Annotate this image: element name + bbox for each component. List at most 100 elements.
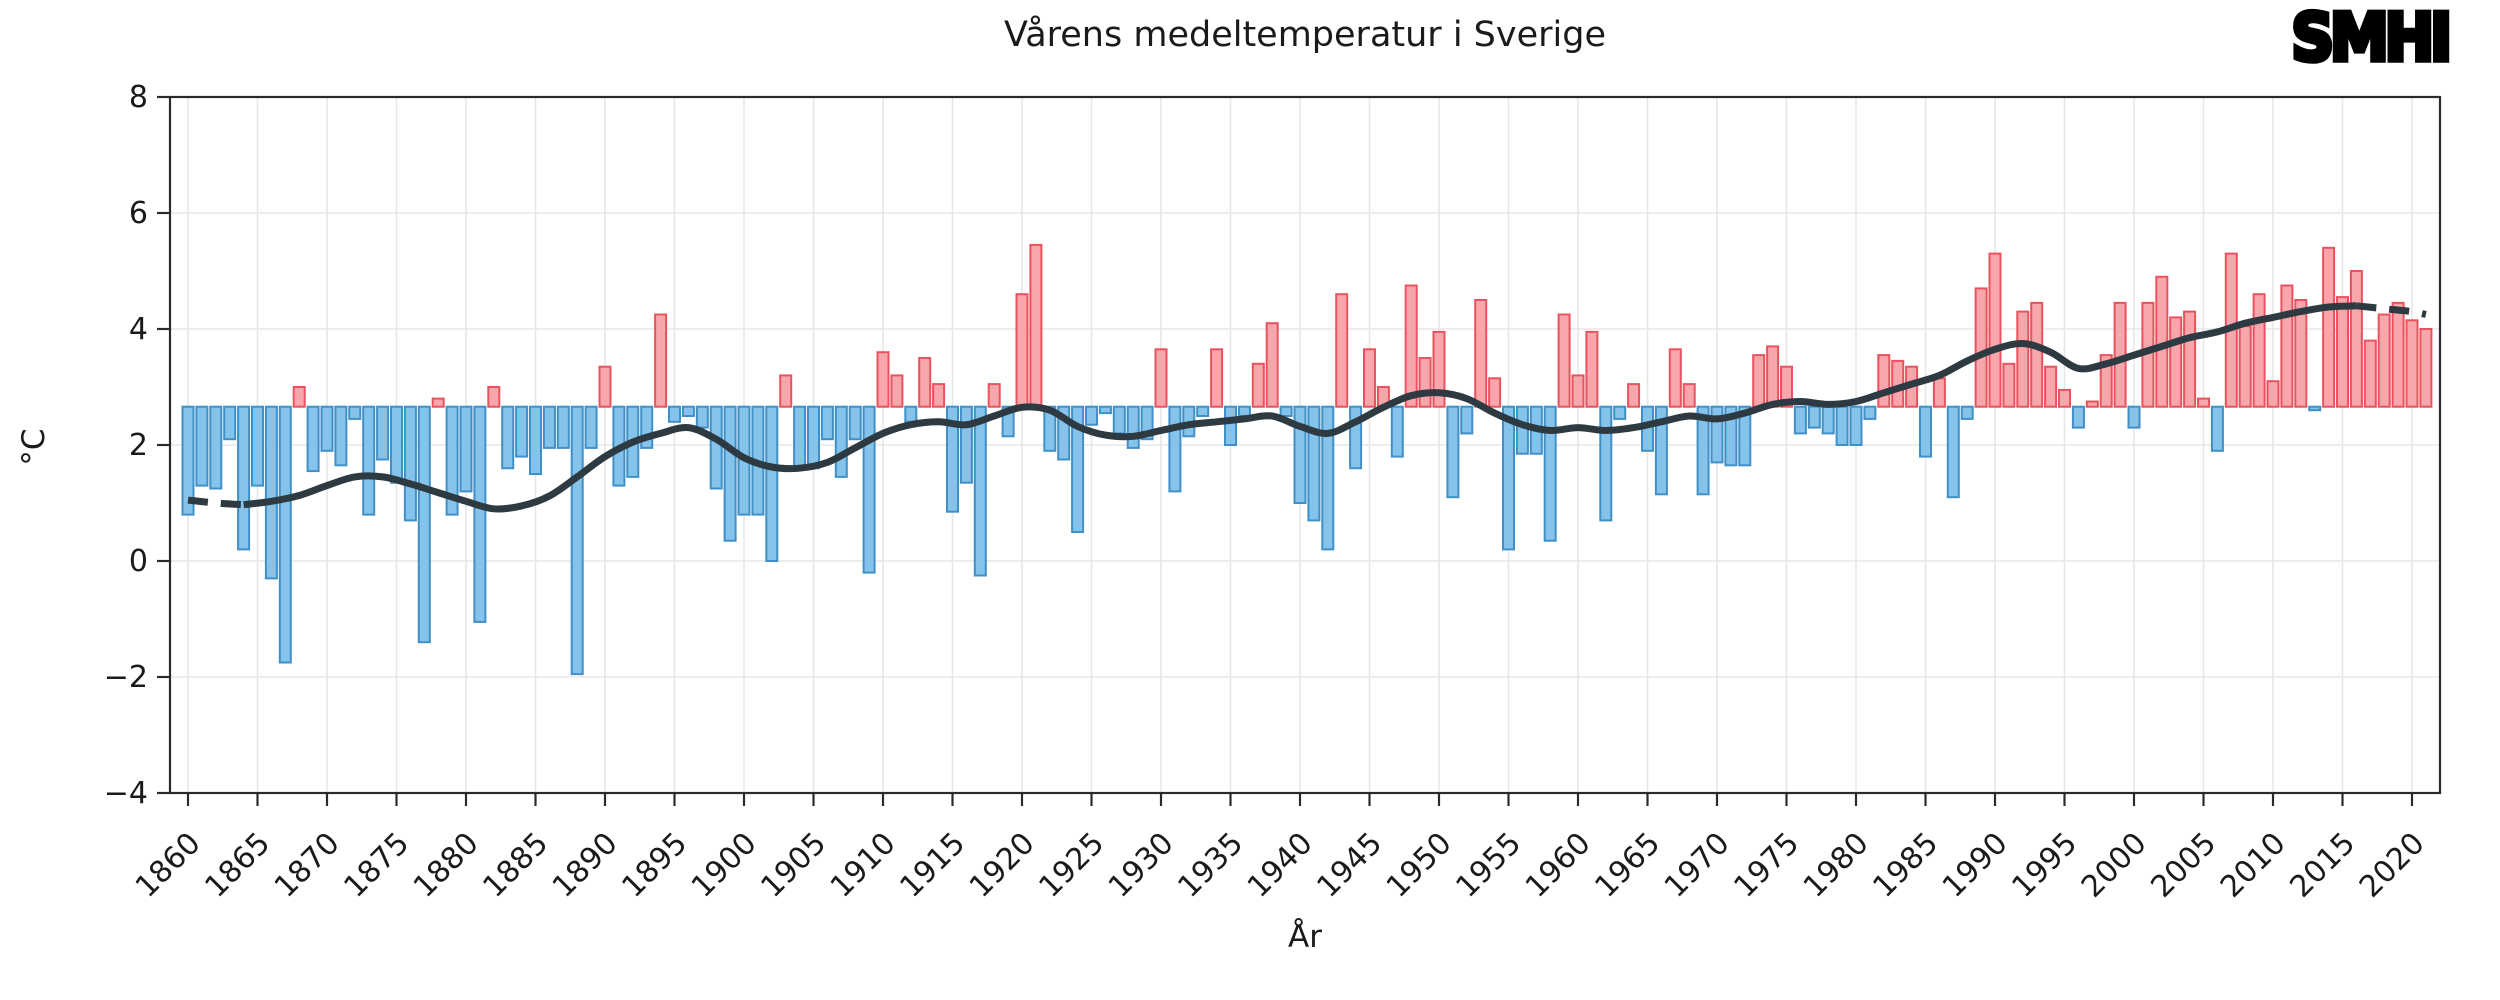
bar-1951 (1446, 405, 1460, 499)
bar-1871 (334, 405, 348, 467)
bar-1995 (2058, 388, 2071, 408)
bar-1973 (1752, 354, 1766, 408)
bar-1954 (1488, 377, 1502, 408)
bar-1945 (1363, 348, 1376, 408)
bar-1947 (1390, 405, 1404, 458)
bar-1925 (1085, 405, 1098, 426)
bar-1924 (1071, 405, 1085, 533)
bar-2005 (2197, 397, 2210, 408)
bar-1878 (431, 397, 445, 408)
bar-1926 (1098, 405, 1112, 415)
bar-1997 (2085, 400, 2099, 408)
bar-1862 (209, 405, 223, 490)
bar-1961 (1585, 330, 1599, 408)
bar-1972 (1738, 405, 1752, 467)
bar-1898 (709, 405, 723, 490)
bar-2019 (2391, 301, 2405, 408)
bar-1886 (542, 405, 556, 449)
x-tick-label-1980: 1980 (1797, 826, 1876, 905)
x-tick-label-1870: 1870 (268, 826, 347, 905)
bar-1902 (765, 405, 779, 562)
x-tick-label-1860: 1860 (129, 826, 208, 905)
bar-1940 (1293, 405, 1307, 504)
bar-2020 (2405, 319, 2419, 408)
bar-1903 (779, 374, 793, 408)
bar-2006 (2210, 405, 2224, 452)
bar-1950 (1432, 330, 1446, 408)
x-tick-label-1890: 1890 (546, 826, 625, 905)
bar-1960 (1571, 374, 1585, 408)
x-tick-label-2020: 2020 (2353, 826, 2432, 905)
bar-2011 (2280, 284, 2294, 408)
bar-1935 (1224, 405, 1237, 446)
bar-1968 (1682, 383, 1696, 408)
bar-1976 (1793, 405, 1807, 435)
x-tick-label-1995: 1995 (2005, 826, 2084, 905)
bar-1949 (1418, 357, 1432, 408)
bar-1895 (668, 405, 681, 423)
bar-1958 (1543, 405, 1557, 542)
x-tick-label-1885: 1885 (476, 826, 555, 905)
x-tick-label-1965: 1965 (1588, 826, 1667, 905)
bar-1917 (973, 405, 987, 577)
x-tick-label-2010: 2010 (2214, 826, 2293, 905)
y-tick-label--2: −2 (104, 660, 148, 695)
x-tick-label-1910: 1910 (824, 826, 903, 905)
bar-1868 (292, 386, 306, 408)
bar-1943 (1335, 293, 1349, 408)
bar-1908 (848, 405, 862, 441)
bar-1982 (1877, 354, 1891, 408)
x-tick-label-1915: 1915 (893, 826, 972, 905)
bar-1893 (640, 405, 654, 449)
bar-1911 (890, 374, 904, 408)
bar-1929 (1140, 405, 1154, 441)
x-tick-label-1880: 1880 (407, 826, 486, 905)
x-tick-label-1920: 1920 (963, 826, 1042, 905)
bar-1981 (1863, 405, 1877, 420)
bar-1914 (932, 383, 946, 408)
bar-1985 (1919, 405, 1932, 458)
bar-2021 (2419, 328, 2433, 408)
chart-title: Vårens medeltemperatur i Sverige (1004, 14, 1606, 55)
bar-2015 (2336, 296, 2349, 408)
bar-1870 (320, 405, 334, 452)
trend-line (187, 302, 2427, 513)
bar-1998 (2099, 354, 2113, 408)
bar-1906 (820, 405, 834, 441)
bar-1948 (1404, 284, 1418, 408)
bar-1942 (1321, 405, 1335, 551)
bar-1974 (1766, 345, 1780, 408)
bar-1899 (723, 405, 737, 542)
y-axis-label: °C (16, 428, 52, 465)
bar-1865 (251, 405, 264, 487)
bar-1879 (445, 405, 459, 516)
bar-1977 (1807, 405, 1821, 429)
bar-1936 (1237, 405, 1251, 418)
bar-2018 (2377, 313, 2391, 408)
bar-1919 (1001, 405, 1015, 438)
bar-1869 (306, 405, 320, 473)
bar-1993 (2030, 301, 2044, 408)
bar-1882 (487, 386, 501, 408)
bar-1986 (1932, 377, 1946, 408)
bar-1890 (598, 365, 612, 408)
x-tick-label-1940: 1940 (1241, 826, 1320, 905)
bar-1894 (654, 313, 668, 408)
x-tick-label-1975: 1975 (1727, 826, 1806, 905)
bar-1941 (1307, 405, 1321, 522)
bar-1959 (1557, 313, 1571, 408)
y-tick-label--4: −4 (104, 776, 148, 811)
y-tick-label-8: 8 (129, 80, 148, 115)
bar-1928 (1126, 405, 1140, 449)
y-tick-label-2: 2 (129, 428, 148, 463)
bar-2003 (2169, 316, 2183, 408)
bar-1866 (264, 405, 278, 580)
bar-1918 (987, 383, 1001, 408)
bar-2014 (2322, 246, 2336, 408)
bar-1885 (529, 405, 542, 475)
bar-1978 (1821, 405, 1835, 435)
bar-1877 (417, 405, 431, 644)
x-tick-label-1905: 1905 (754, 826, 833, 905)
bar-1883 (501, 405, 515, 470)
